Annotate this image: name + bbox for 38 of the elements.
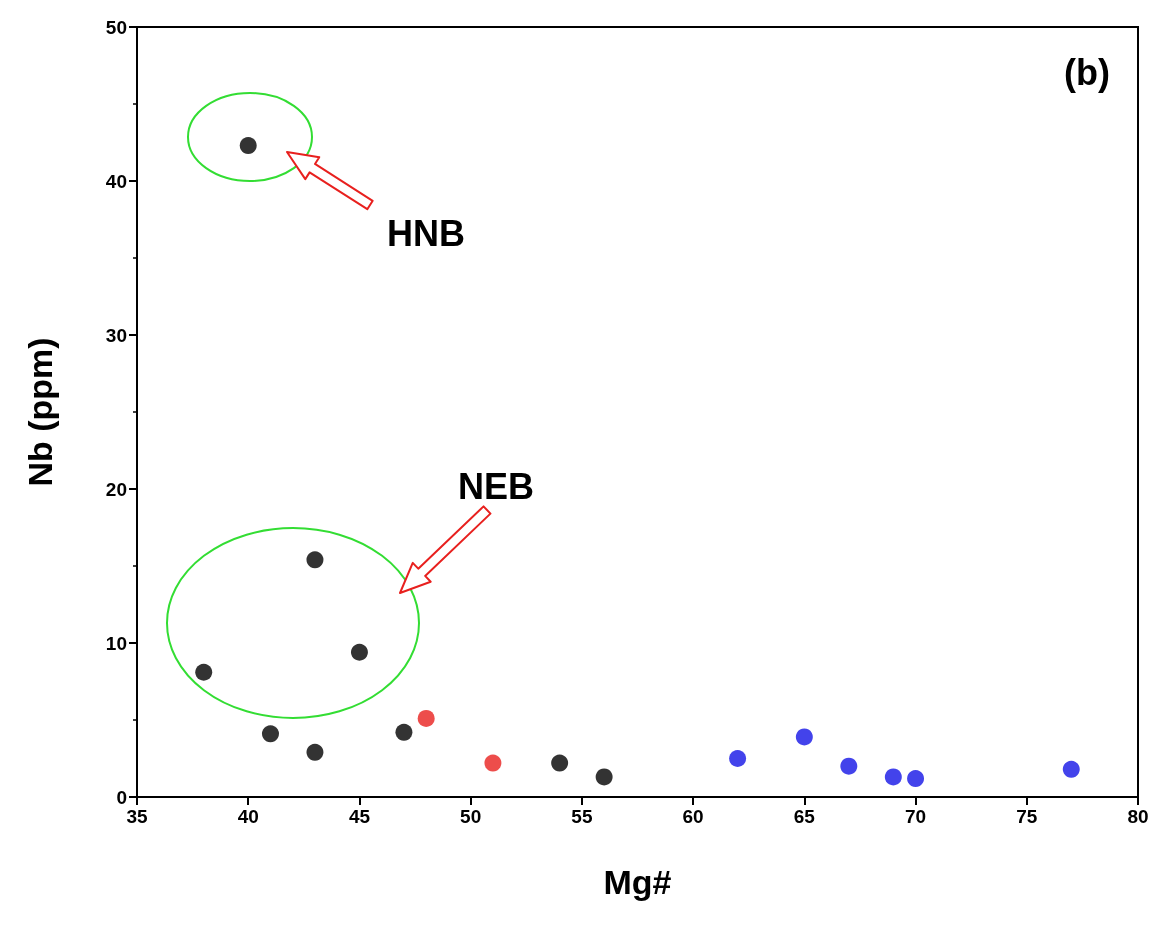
point [261, 725, 279, 743]
point [306, 743, 324, 761]
point [484, 754, 502, 772]
x-axis-title: Mg# [603, 863, 672, 901]
y-tick-label: 50 [105, 16, 127, 38]
point [884, 768, 902, 786]
x-tick-label: 40 [237, 806, 259, 827]
point [306, 551, 324, 569]
point [907, 770, 925, 788]
x-tick-label: 80 [1127, 806, 1149, 827]
x-tick-label: 35 [126, 806, 148, 827]
y-tick-label: 0 [116, 786, 127, 808]
point [239, 137, 257, 155]
x-tick-label: 70 [904, 806, 927, 827]
point [551, 754, 569, 772]
point [1062, 760, 1080, 778]
point [840, 757, 858, 775]
y-tick-label: 40 [105, 170, 127, 192]
x-tick-label: 60 [682, 806, 704, 827]
annotation: (b) [1064, 51, 1110, 93]
y-tick-label: 20 [105, 478, 127, 500]
point [417, 709, 435, 727]
x-tick-label: 55 [571, 806, 593, 827]
y-axis-title: Nb (ppm) [21, 337, 59, 487]
x-tick-label: 65 [793, 806, 816, 827]
point [795, 728, 813, 746]
point [395, 723, 413, 741]
point [350, 643, 368, 661]
point [729, 750, 747, 767]
annotation: HNB [387, 212, 465, 254]
annotation: NEB [457, 465, 535, 507]
y-tick-label: 30 [105, 324, 127, 346]
x-tick-label: 75 [1016, 806, 1038, 827]
point [195, 663, 213, 681]
x-tick-label: 45 [348, 806, 371, 827]
y-tick-label: 10 [105, 632, 127, 654]
x-tick-label: 50 [460, 806, 482, 827]
point [595, 768, 613, 786]
